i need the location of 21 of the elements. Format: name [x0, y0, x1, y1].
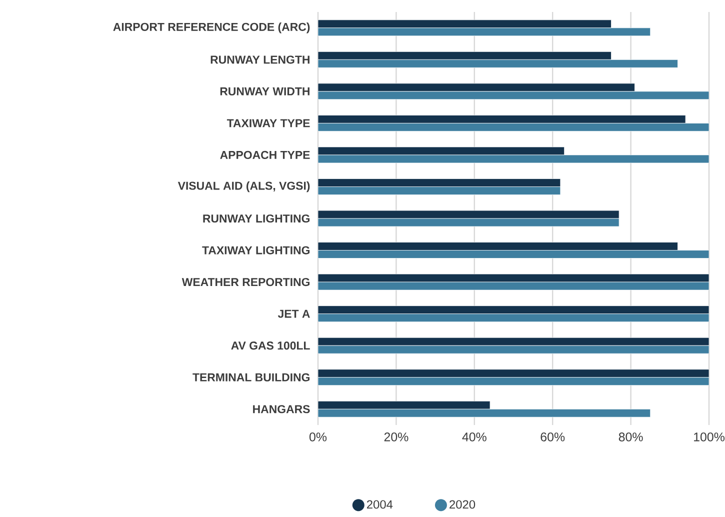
y-tick-label: WEATHER REPORTING	[182, 278, 310, 286]
y-tick-label: HANGARS	[253, 405, 310, 414]
y-tick-label: JET A	[278, 310, 310, 318]
x-tick-label: 100%	[694, 432, 724, 442]
y-tick-label: AIRPORT REFERENCE CODE (ARC)	[113, 22, 310, 34]
y-tick-label: TAXIWAY TYPE	[226, 119, 310, 128]
x-tick-label: 0%	[309, 432, 327, 442]
x-tick-label: 40%	[462, 432, 486, 442]
x-tick-label: 80%	[618, 432, 643, 442]
y-tick-label: AV GAS 100LL	[231, 342, 310, 350]
y-tick-label: VISUAL AID (ALS, VGSI)	[178, 181, 310, 192]
y-tick-label: RUNWAY LIGHTING	[203, 214, 310, 223]
legend-label: 2004	[366, 500, 393, 509]
x-tick-label: 20%	[384, 432, 408, 442]
y-tick-label: TAXIWAY LIGHTING	[202, 246, 310, 254]
legend-label: 2020	[450, 500, 476, 509]
y-tick-label: TERMINAL BUILDING	[192, 373, 310, 382]
y-tick-label: RUNWAY WIDTH	[220, 87, 310, 96]
y-tick-label: RUNWAY LENGTH	[210, 56, 310, 64]
y-tick-label: APPOACH TYPE	[220, 150, 310, 160]
x-tick-label: 60%	[540, 432, 565, 442]
